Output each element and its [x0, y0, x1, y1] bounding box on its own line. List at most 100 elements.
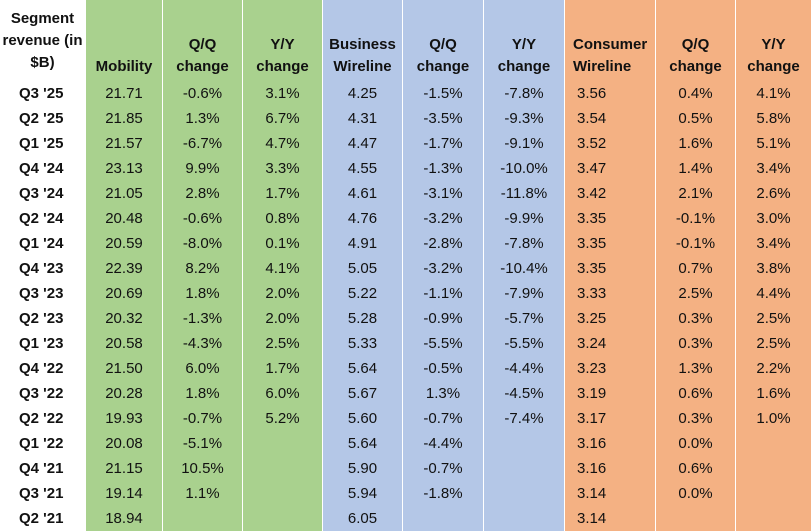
consumer-qq: 0.4%	[656, 81, 736, 106]
business-qq	[403, 506, 484, 531]
consumer-qq: -0.1%	[656, 231, 736, 256]
mobility-yy: 4.1%	[243, 256, 323, 281]
mobility-yy: 2.5%	[243, 331, 323, 356]
mobility-yy: 2.0%	[243, 281, 323, 306]
table-row: Q2 '23 20.32 -1.3% 2.0% 5.28 -0.9% -5.7% 3.25 0.…	[0, 306, 812, 331]
mobility-value: 20.69	[86, 281, 163, 306]
mobility-qq: -0.6%	[163, 206, 243, 231]
business-qq: -1.5%	[403, 81, 484, 106]
business-value: 5.33	[323, 331, 403, 356]
business-qq: -3.2%	[403, 256, 484, 281]
header-mobility-yy: Y/Y change	[243, 0, 323, 81]
mobility-yy: 0.8%	[243, 206, 323, 231]
business-qq: -3.5%	[403, 106, 484, 131]
mobility-qq: 1.1%	[163, 481, 243, 506]
consumer-qq: 0.5%	[656, 106, 736, 131]
mobility-yy: 1.7%	[243, 181, 323, 206]
business-qq: -5.5%	[403, 331, 484, 356]
mobility-yy	[243, 506, 323, 531]
business-qq: -1.7%	[403, 131, 484, 156]
period-cell: Q4 '22	[0, 356, 86, 381]
table-row: Q1 '24 20.59 -8.0% 0.1% 4.91 -2.8% -7.8% 3.35 -0…	[0, 231, 812, 256]
consumer-value: 3.35	[565, 231, 656, 256]
business-qq: -1.8%	[403, 481, 484, 506]
consumer-qq: 2.5%	[656, 281, 736, 306]
business-yy	[484, 431, 565, 456]
mobility-value: 23.13	[86, 156, 163, 181]
business-value: 6.05	[323, 506, 403, 531]
consumer-yy: 2.2%	[736, 356, 812, 381]
consumer-value: 3.24	[565, 331, 656, 356]
period-cell: Q1 '24	[0, 231, 86, 256]
table-row: Q2 '25 21.85 1.3% 6.7% 4.31 -3.5% -9.3% 3.54 0.5…	[0, 106, 812, 131]
mobility-qq: -6.7%	[163, 131, 243, 156]
mobility-value: 21.50	[86, 356, 163, 381]
mobility-value: 19.93	[86, 406, 163, 431]
table-row: Q3 '21 19.14 1.1% 5.94 -1.8% 3.14 0.0%	[0, 481, 812, 506]
business-value: 4.25	[323, 81, 403, 106]
table-row: Q1 '23 20.58 -4.3% 2.5% 5.33 -5.5% -5.5% 3.24 0.…	[0, 331, 812, 356]
mobility-value: 21.71	[86, 81, 163, 106]
business-qq: -2.8%	[403, 231, 484, 256]
business-qq: -1.1%	[403, 281, 484, 306]
consumer-yy	[736, 481, 812, 506]
period-cell: Q1 '23	[0, 331, 86, 356]
business-yy: -7.4%	[484, 406, 565, 431]
business-yy: -11.8%	[484, 181, 565, 206]
consumer-value: 3.54	[565, 106, 656, 131]
consumer-qq: 1.6%	[656, 131, 736, 156]
header-business-qq: Q/Q change	[403, 0, 484, 81]
consumer-value: 3.35	[565, 206, 656, 231]
business-yy: -4.5%	[484, 381, 565, 406]
header-business-wireline: Business Wireline	[323, 0, 403, 81]
mobility-value: 20.48	[86, 206, 163, 231]
header-consumer-qq: Q/Q change	[656, 0, 736, 81]
business-value: 5.22	[323, 281, 403, 306]
business-yy: -9.3%	[484, 106, 565, 131]
table-row: Q3 '25 21.71 -0.6% 3.1% 4.25 -1.5% -7.8% 3.56 0.…	[0, 81, 812, 106]
consumer-value: 3.23	[565, 356, 656, 381]
consumer-qq: 0.0%	[656, 431, 736, 456]
mobility-value: 21.85	[86, 106, 163, 131]
business-value: 5.05	[323, 256, 403, 281]
table-row: Q2 '22 19.93 -0.7% 5.2% 5.60 -0.7% -7.4% 3.17 0.…	[0, 406, 812, 431]
business-yy: -4.4%	[484, 356, 565, 381]
mobility-yy: 6.7%	[243, 106, 323, 131]
mobility-yy: 3.1%	[243, 81, 323, 106]
business-value: 4.76	[323, 206, 403, 231]
consumer-yy	[736, 431, 812, 456]
mobility-yy: 6.0%	[243, 381, 323, 406]
consumer-value: 3.17	[565, 406, 656, 431]
business-yy: -7.9%	[484, 281, 565, 306]
business-value: 5.28	[323, 306, 403, 331]
table-row: Q3 '23 20.69 1.8% 2.0% 5.22 -1.1% -7.9% 3.33 2.5…	[0, 281, 812, 306]
consumer-value: 3.52	[565, 131, 656, 156]
consumer-yy: 3.4%	[736, 156, 812, 181]
mobility-qq: -5.1%	[163, 431, 243, 456]
consumer-value: 3.25	[565, 306, 656, 331]
consumer-yy	[736, 456, 812, 481]
consumer-qq: 0.3%	[656, 331, 736, 356]
consumer-qq: 0.3%	[656, 306, 736, 331]
business-qq: -4.4%	[403, 431, 484, 456]
business-value: 4.47	[323, 131, 403, 156]
consumer-yy: 4.4%	[736, 281, 812, 306]
consumer-yy: 5.1%	[736, 131, 812, 156]
business-value: 4.61	[323, 181, 403, 206]
business-yy: -10.0%	[484, 156, 565, 181]
period-cell: Q4 '23	[0, 256, 86, 281]
consumer-qq	[656, 506, 736, 531]
business-value: 5.67	[323, 381, 403, 406]
business-qq: -1.3%	[403, 156, 484, 181]
consumer-value: 3.35	[565, 256, 656, 281]
mobility-yy: 2.0%	[243, 306, 323, 331]
mobility-qq: -1.3%	[163, 306, 243, 331]
consumer-yy: 1.6%	[736, 381, 812, 406]
consumer-qq: 0.3%	[656, 406, 736, 431]
mobility-qq: -4.3%	[163, 331, 243, 356]
mobility-value: 20.28	[86, 381, 163, 406]
consumer-yy: 2.6%	[736, 181, 812, 206]
mobility-value: 20.59	[86, 231, 163, 256]
business-value: 5.64	[323, 431, 403, 456]
